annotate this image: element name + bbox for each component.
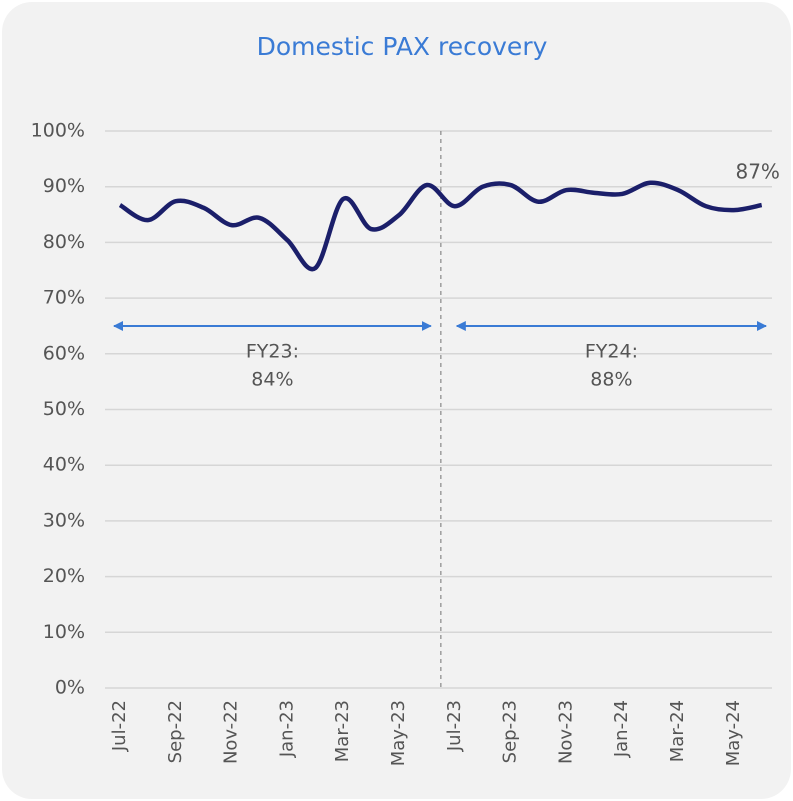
y-tick-label: 100% [31,120,85,142]
value-label: 87% [735,160,779,184]
y-tick-label: 20% [43,565,85,587]
line [118,180,763,272]
y-tick-label: 60% [43,342,85,364]
y-tick-label: 70% [43,287,85,309]
x-tick-label: Mar-23 [332,700,353,762]
y-tick-label: 10% [43,621,85,643]
y-tick-label: 30% [43,509,85,531]
x-tick-label: Jul-22 [109,700,130,752]
y-tick-label: 0% [55,677,85,699]
y-tick-label: 40% [43,454,85,476]
period-label: FY23: [246,341,299,363]
period-label: FY24: [585,341,638,363]
x-tick-label: Mar-24 [667,700,688,762]
x-tick-label: Jan-24 [611,700,632,758]
x-tick-label: Nov-23 [555,700,576,764]
chart-title: Domestic PAX recovery [257,32,548,61]
x-tick-label: Sep-22 [165,700,186,763]
y-tick-label: 50% [43,398,85,420]
x-tick-label: May-23 [388,700,409,766]
period-average: 88% [590,369,632,391]
y-tick-label: 80% [43,231,85,253]
x-tick-label: Jul-23 [444,700,465,752]
x-tick-label: May-24 [723,700,744,766]
x-tick-label: Sep-23 [500,700,521,763]
x-tick-label: Nov-22 [221,700,242,764]
y-tick-label: 90% [43,175,85,197]
x-tick-label: Jan-23 [276,700,297,758]
period-average: 84% [251,369,293,391]
